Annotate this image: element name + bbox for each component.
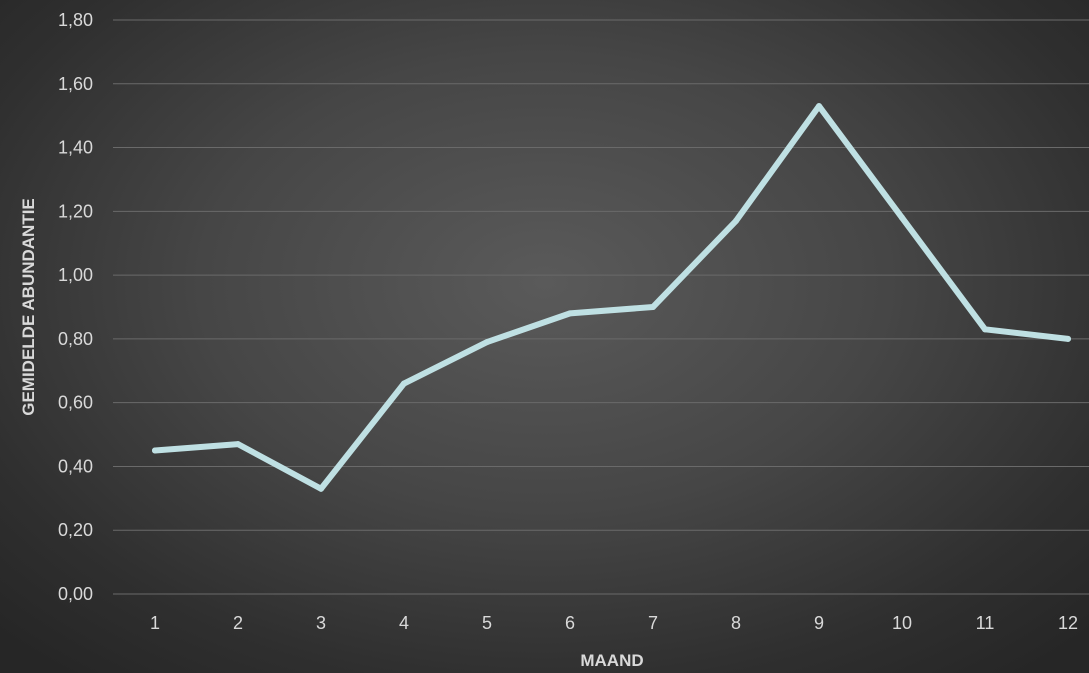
x-tick-label: 1	[150, 613, 160, 633]
data-point-6	[567, 310, 573, 317]
series-layer	[152, 103, 1071, 492]
x-tick-label: 11	[976, 613, 995, 633]
data-point-8	[733, 217, 739, 224]
data-point-12	[1065, 335, 1071, 342]
data-point-2	[235, 441, 241, 448]
y-tick-label: 1,60	[58, 74, 93, 94]
data-point-11	[982, 326, 988, 333]
data-point-9	[816, 103, 822, 110]
x-tick-label: 8	[731, 613, 741, 633]
y-tick-label: 1,40	[58, 138, 93, 158]
data-point-5	[484, 339, 490, 346]
x-tick-label: 2	[233, 613, 243, 633]
y-tick-label: 1,80	[58, 10, 93, 30]
y-tick-label: 0,20	[58, 520, 93, 540]
x-tick-label: 6	[565, 613, 575, 633]
y-tick-label: 0,80	[58, 329, 93, 349]
gridlines	[113, 19, 1089, 595]
data-point-7	[650, 304, 656, 310]
y-tick-label: 1,20	[58, 201, 93, 221]
y-axis-ticks: 0,00 0,20 0,40 0,60 0,80 1,00 1,20 1,40 1,60 1,80	[58, 10, 93, 604]
x-tick-label: 3	[316, 613, 326, 633]
data-point-10	[899, 214, 905, 221]
x-tick-label: 5	[482, 613, 492, 633]
x-tick-label: 12	[1058, 613, 1078, 633]
data-point-3	[318, 485, 324, 492]
x-tick-label: 9	[814, 613, 824, 633]
x-tick-label: 10	[892, 613, 912, 633]
y-tick-label: 0,40	[58, 456, 93, 476]
data-point-4	[401, 380, 407, 387]
x-tick-label: 7	[648, 613, 658, 633]
x-axis-title: MAAND	[580, 651, 643, 670]
data-point-1	[152, 447, 158, 454]
x-tick-label: 4	[399, 613, 409, 633]
y-tick-label: 1,00	[58, 265, 93, 285]
y-axis-title: GEMIDELDE ABUNDANTIE	[19, 198, 38, 416]
y-tick-label: 0,00	[58, 584, 93, 604]
series-line-0	[152, 103, 1071, 492]
x-axis-ticks: 1 2 3 4 5 6 7 8 9 10 11 12	[150, 613, 1078, 633]
y-tick-label: 0,60	[58, 393, 93, 413]
